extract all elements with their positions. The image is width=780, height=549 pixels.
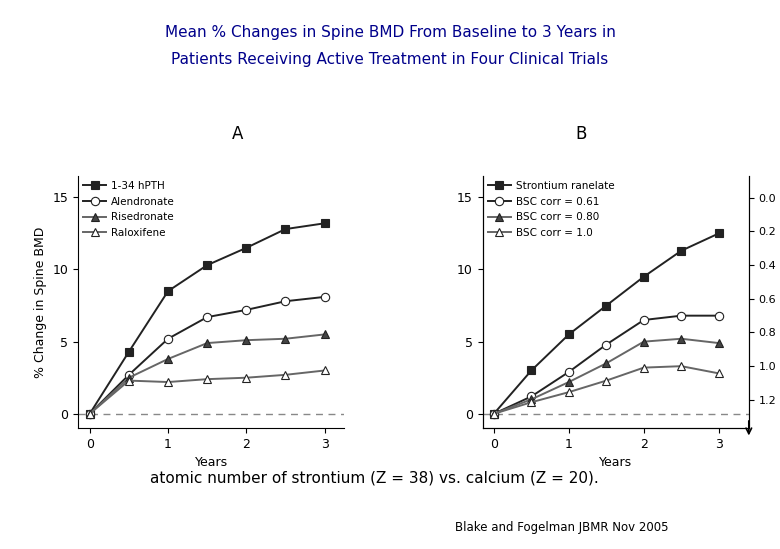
- Risedronate: [85, 411, 94, 417]
- BSC corr = 0.80: [639, 338, 648, 345]
- Line: Risedronate: Risedronate: [86, 330, 329, 418]
- BSC corr = 0.61: [564, 368, 573, 375]
- Line: BSC corr = 1.0: BSC corr = 1.0: [490, 362, 723, 418]
- Line: Alendronate: Alendronate: [86, 293, 329, 418]
- BSC corr = 0.61: [639, 317, 648, 323]
- Risedronate: [281, 335, 290, 342]
- BSC corr = 1.0: [714, 370, 724, 377]
- Alendronate: [163, 335, 172, 342]
- Strontium ranelate: [639, 273, 648, 280]
- 1-34 hPTH: [85, 411, 94, 417]
- BSC corr = 0.80: [601, 360, 611, 367]
- Text: atomic number of strontium (Z = 38) vs. calcium (Z = 20).: atomic number of strontium (Z = 38) vs. …: [150, 470, 599, 485]
- X-axis label: Years: Years: [194, 457, 228, 469]
- 1-34 hPTH: [124, 349, 133, 355]
- BSC corr = 0.61: [601, 341, 611, 348]
- Line: BSC corr = 0.61: BSC corr = 0.61: [490, 311, 723, 418]
- Raloxifene: [124, 377, 133, 384]
- Text: Blake and Fogelman JBMR Nov 2005: Blake and Fogelman JBMR Nov 2005: [455, 520, 668, 534]
- Alendronate: [85, 411, 94, 417]
- Text: Mean % Changes in Spine BMD From Baseline to 3 Years in: Mean % Changes in Spine BMD From Baselin…: [165, 25, 615, 40]
- 1-34 hPTH: [203, 262, 212, 268]
- Text: A: A: [232, 125, 243, 143]
- BSC corr = 1.0: [676, 363, 686, 369]
- BSC corr = 1.0: [489, 411, 498, 417]
- 1-34 hPTH: [163, 288, 172, 294]
- BSC corr = 0.61: [714, 312, 724, 319]
- Risedronate: [203, 340, 212, 346]
- BSC corr = 0.61: [489, 411, 498, 417]
- Raloxifene: [85, 411, 94, 417]
- Strontium ranelate: [714, 230, 724, 237]
- Line: Strontium ranelate: Strontium ranelate: [490, 229, 723, 418]
- Legend: Strontium ranelate, BSC corr = 0.61, BSC corr = 0.80, BSC corr = 1.0: Strontium ranelate, BSC corr = 0.61, BSC…: [488, 181, 615, 238]
- Y-axis label: % Change in Spine BMD: % Change in Spine BMD: [34, 226, 47, 378]
- BSC corr = 0.80: [676, 335, 686, 342]
- Line: Raloxifene: Raloxifene: [86, 366, 329, 418]
- BSC corr = 0.80: [714, 340, 724, 346]
- Alendronate: [203, 314, 212, 321]
- Raloxifene: [320, 367, 329, 374]
- BSC corr = 0.80: [526, 396, 536, 402]
- Raloxifene: [203, 376, 212, 383]
- Raloxifene: [163, 379, 172, 385]
- Strontium ranelate: [489, 411, 498, 417]
- Strontium ranelate: [676, 248, 686, 254]
- BSC corr = 1.0: [601, 377, 611, 384]
- Line: BSC corr = 0.80: BSC corr = 0.80: [490, 334, 723, 418]
- Text: Patients Receiving Active Treatment in Four Clinical Trials: Patients Receiving Active Treatment in F…: [172, 52, 608, 67]
- BSC corr = 1.0: [564, 389, 573, 395]
- Alendronate: [124, 372, 133, 378]
- BSC corr = 0.61: [526, 393, 536, 400]
- Strontium ranelate: [564, 331, 573, 338]
- Alendronate: [320, 294, 329, 300]
- BSC corr = 0.61: [676, 312, 686, 319]
- Risedronate: [320, 331, 329, 338]
- Raloxifene: [242, 374, 251, 381]
- Alendronate: [281, 298, 290, 305]
- Risedronate: [124, 374, 133, 381]
- BSC corr = 0.80: [489, 411, 498, 417]
- Legend: 1-34 hPTH, Alendronate, Risedronate, Raloxifene: 1-34 hPTH, Alendronate, Risedronate, Ral…: [83, 181, 175, 238]
- BSC corr = 1.0: [526, 399, 536, 406]
- X-axis label: Years: Years: [599, 457, 633, 469]
- 1-34 hPTH: [281, 226, 290, 232]
- 1-34 hPTH: [320, 220, 329, 227]
- BSC corr = 0.80: [564, 379, 573, 385]
- BSC corr = 1.0: [639, 365, 648, 371]
- Raloxifene: [281, 372, 290, 378]
- Risedronate: [163, 356, 172, 362]
- 1-34 hPTH: [242, 244, 251, 251]
- Text: B: B: [576, 125, 587, 143]
- Strontium ranelate: [601, 302, 611, 309]
- Line: 1-34 hPTH: 1-34 hPTH: [86, 219, 329, 418]
- Risedronate: [242, 337, 251, 344]
- Strontium ranelate: [526, 367, 536, 374]
- Alendronate: [242, 306, 251, 313]
